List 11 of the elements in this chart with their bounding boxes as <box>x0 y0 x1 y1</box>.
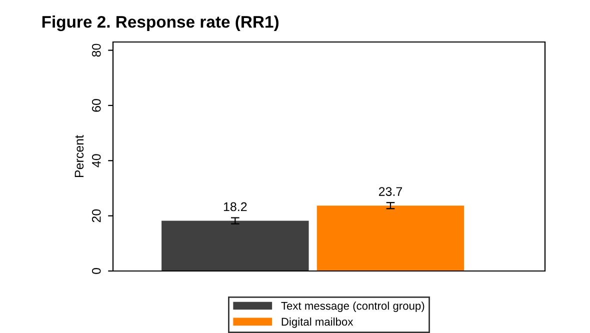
legend-label: Digital mailbox <box>282 318 354 328</box>
data-label: 18.2 <box>224 202 247 212</box>
legend-label: Text message (control group) <box>281 302 424 312</box>
chart-title: Figure 2. Response rate (RR1) <box>42 16 278 32</box>
y-tick-label: 60 <box>92 98 101 112</box>
y-axis-title: Percent <box>74 135 84 178</box>
y-tick-label: 0 <box>92 268 101 274</box>
y-tick-label: 20 <box>92 209 101 222</box>
y-tick-label: 40 <box>92 154 101 168</box>
y-tick-label: 80 <box>92 44 101 57</box>
data-label: 23.7 <box>378 187 402 196</box>
